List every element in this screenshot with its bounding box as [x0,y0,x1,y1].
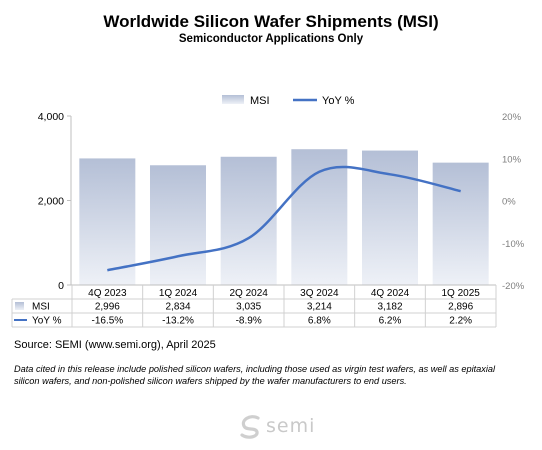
right-axis-tick: -20% [502,281,525,292]
footnote-text: Data cited in this release include polis… [14,364,496,386]
bar-msi-4q-2024 [362,150,418,285]
bar-msi-1q-2025 [432,162,489,285]
category-label: 4Q 2024 [371,288,410,299]
bar-msi-1q-2024 [150,165,206,285]
table-cell: 2,896 [448,302,473,313]
table-row-label: YoY % [32,316,62,327]
chart-subtitle: Semiconductor Applications Only [178,33,364,45]
legend-label-yoy: YoY % [322,95,355,107]
table-cell: -8.9% [236,316,262,327]
category-label: 1Q 2024 [159,288,198,299]
right-axis-tick: -10% [502,239,525,250]
semi-logo: semi [236,411,336,441]
semi-logo-text: semi [266,415,316,437]
table-cell: 3,035 [236,302,261,313]
left-axis-tick: 0 [58,280,64,292]
chart-title: Worldwide Silicon Wafer Shipments (MSI) [103,12,439,31]
right-axis-tick: 0% [502,197,516,208]
table-cell: -16.5% [91,316,123,327]
table-cell: 2,834 [165,302,190,313]
right-axis-tick: 10% [502,154,522,165]
table-cell: 6.2% [379,316,402,327]
chart-area: MSI YoY % 0 2,000 4,000 -20% -10% 0% 10% 20% 4Q 20… [11,95,525,328]
table-row-label: MSI [32,302,50,313]
table-key-msi [15,302,24,310]
category-label: 1Q 2025 [441,288,480,299]
table-cell: 2,996 [95,302,120,313]
table-cell: 2.2% [449,316,472,327]
category-label: 4Q 2023 [88,288,127,299]
table-cell: 3,182 [377,302,402,313]
semi-logo-icon [240,415,260,439]
table-cell: 3,214 [307,302,332,313]
category-label: 2Q 2024 [229,288,268,299]
legend-swatch-msi [222,95,244,104]
left-axis-tick: 4,000 [38,111,64,123]
category-label: 3Q 2024 [300,288,339,299]
source-text: Source: SEMI (www.semi.org), April 2025 [14,339,216,351]
line-yoy [107,165,461,272]
table-cell: -13.2% [162,316,194,327]
legend-label-msi: MSI [250,95,270,107]
bar-msi-4q-2023 [79,158,136,285]
table-cell: 6.8% [308,316,331,327]
bar-msi-3q-2024 [291,149,348,285]
right-axis-tick: 20% [502,112,522,123]
left-axis-tick: 2,000 [38,196,64,208]
